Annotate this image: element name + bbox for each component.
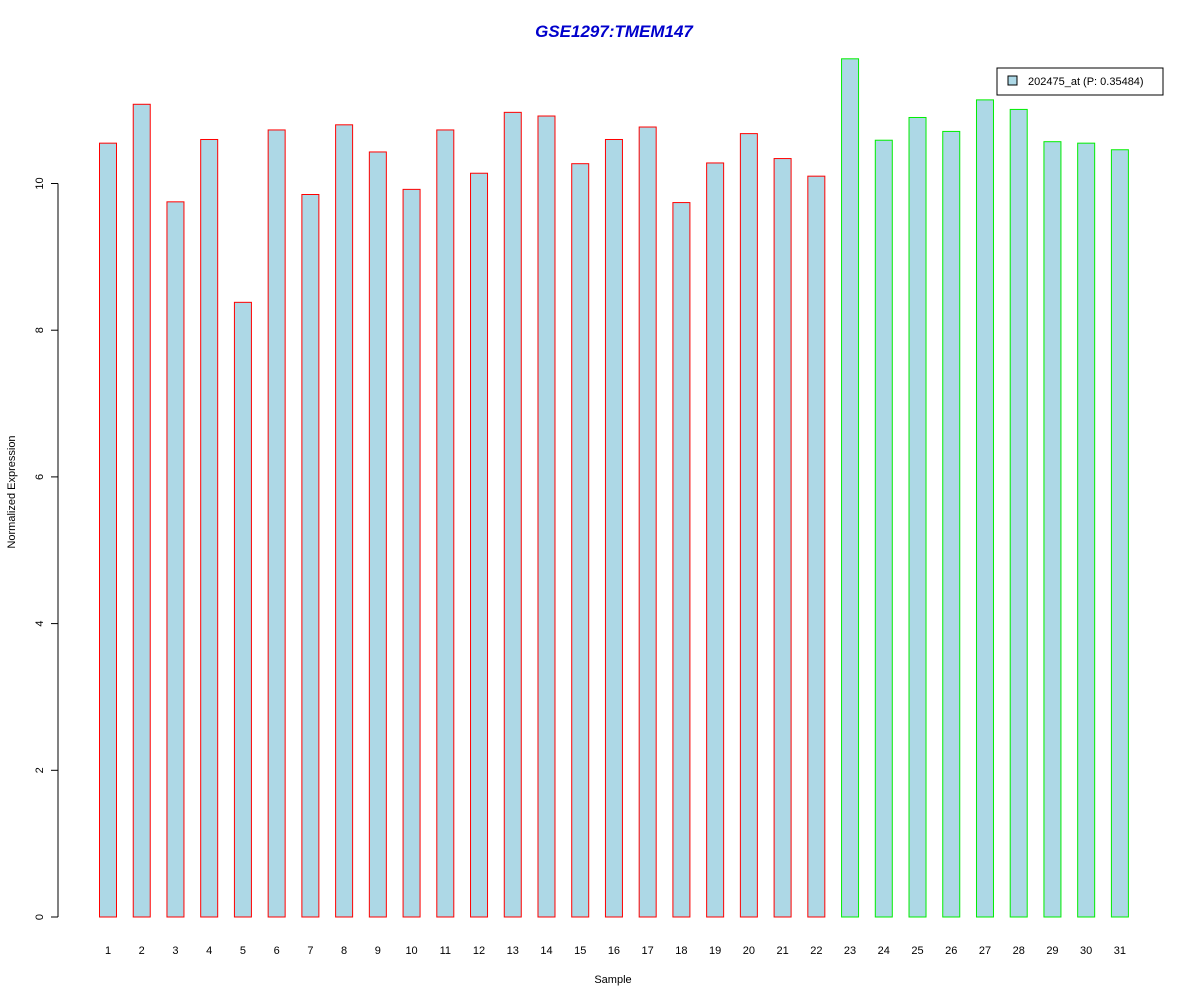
x-tick-label: 8: [341, 945, 347, 957]
bar-sample-2: [132, 103, 151, 918]
bar-sample-20: [739, 133, 758, 918]
x-tick-label: 14: [540, 945, 552, 957]
x-tick-label: 4: [206, 945, 212, 957]
y-tick-label: 4: [34, 621, 46, 627]
bar-sample-21: [773, 158, 792, 918]
x-tick-label: 29: [1046, 945, 1058, 957]
legend-swatch: [1007, 75, 1018, 86]
x-tick-label: 31: [1114, 945, 1126, 957]
bar-sample-23: [841, 58, 860, 918]
x-tick-label: 2: [139, 945, 145, 957]
bar-sample-9: [368, 151, 387, 918]
bar-sample-10: [402, 188, 421, 918]
x-tick-label: 13: [507, 945, 519, 957]
bar-sample-1: [99, 142, 117, 918]
x-tick-label: 17: [642, 945, 654, 957]
bar-sample-22: [807, 175, 826, 918]
y-tick-label: 2: [34, 767, 46, 773]
y-axis-label: Normalized Expression: [6, 435, 18, 548]
bar-sample-5: [233, 301, 252, 918]
x-tick-label: 19: [709, 945, 721, 957]
bar-sample-17: [638, 126, 657, 918]
bar-sample-4: [200, 138, 219, 918]
x-tick-label: 30: [1080, 945, 1092, 957]
bar-sample-30: [1077, 142, 1096, 918]
x-tick-label: 28: [1013, 945, 1025, 957]
x-tick-label: 9: [375, 945, 381, 957]
x-tick-label: 12: [473, 945, 485, 957]
bar-sample-28: [1009, 108, 1028, 918]
x-axis-label: Sample: [594, 974, 631, 986]
y-tick-label: 0: [34, 914, 46, 920]
bar-sample-31: [1110, 149, 1129, 918]
bar-sample-15: [571, 163, 590, 918]
bar-sample-18: [672, 202, 691, 918]
y-tick-label: 6: [34, 474, 46, 480]
y-tick-label: 10: [34, 177, 46, 189]
bar-sample-16: [604, 138, 623, 918]
bar-sample-14: [537, 115, 556, 918]
legend: 202475_at (P: 0.35484): [996, 67, 1164, 96]
x-tick-label: 22: [810, 945, 822, 957]
legend-label: 202475_at (P: 0.35484): [1028, 76, 1144, 88]
x-tick-label: 15: [574, 945, 586, 957]
bars: [99, 58, 1129, 918]
x-tick-label: 24: [878, 945, 890, 957]
legend-box: [996, 67, 1164, 96]
x-tick-label: 20: [743, 945, 755, 957]
bar-sample-6: [267, 129, 286, 918]
bar-sample-27: [975, 99, 994, 918]
x-tick-label: 6: [274, 945, 280, 957]
x-tick-label: 11: [440, 945, 451, 957]
x-tick-label: 26: [945, 945, 957, 957]
x-tick-label: 3: [172, 945, 178, 957]
x-tick-labels: 1 2 3 4 5 6 7 8 9 10 11 12 13 14 15 16 17 18 19 20 21 22 23 24 2…: [105, 945, 1126, 957]
x-tick-label: 18: [675, 945, 687, 957]
x-tick-label: 10: [405, 945, 417, 957]
x-tick-label: 27: [979, 945, 991, 957]
x-tick-label: 5: [240, 945, 246, 957]
bar-sample-12: [470, 172, 489, 918]
chart-title: GSE1297:TMEM147: [535, 22, 694, 41]
bar-sample-7: [301, 194, 320, 918]
bar-sample-11: [436, 129, 455, 918]
bar-sample-19: [706, 162, 725, 918]
bar-sample-26: [942, 130, 961, 918]
y-tick-label: 8: [34, 327, 46, 333]
y-axis: 0 2 4 6 8 10: [34, 177, 59, 920]
x-tick-label: 7: [307, 945, 313, 957]
bar-sample-13: [503, 111, 522, 918]
bar-sample-29: [1043, 141, 1062, 918]
bar-sample-8: [335, 124, 354, 918]
x-tick-label: 21: [776, 945, 788, 957]
x-tick-label: 1: [105, 945, 111, 957]
bar-sample-24: [874, 139, 893, 918]
bar-sample-25: [908, 116, 927, 918]
x-tick-label: 16: [608, 945, 620, 957]
x-tick-label: 25: [911, 945, 923, 957]
bar-sample-3: [166, 201, 185, 918]
x-tick-label: 23: [844, 945, 856, 957]
